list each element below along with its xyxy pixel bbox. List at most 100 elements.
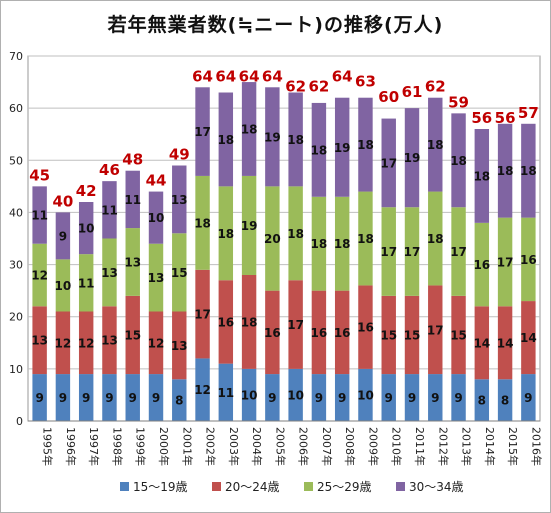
bar-segment bbox=[195, 175, 210, 270]
bar-value-label: 12 bbox=[194, 383, 211, 397]
bar-value-label: 18 bbox=[241, 315, 258, 329]
bar-segment bbox=[32, 186, 47, 244]
bar-total-label: 46 bbox=[99, 161, 120, 179]
bar-segment bbox=[55, 311, 71, 375]
bar-segment bbox=[497, 123, 513, 218]
bar-segment bbox=[497, 306, 513, 380]
bar-segment bbox=[311, 102, 327, 197]
bar-segment bbox=[428, 374, 443, 421]
bar-segment bbox=[474, 379, 490, 421]
bar-segment bbox=[195, 87, 210, 176]
bar-value-label: 8 bbox=[501, 394, 509, 408]
legend-swatch bbox=[212, 482, 221, 491]
bar-value-label: 9 bbox=[431, 391, 439, 405]
bar-segment bbox=[265, 374, 280, 421]
bar-value-label: 15 bbox=[380, 328, 397, 342]
bar-value-label: 14 bbox=[497, 336, 514, 350]
bar-segment bbox=[265, 87, 280, 187]
bar-value-label: 10 bbox=[148, 211, 165, 225]
bar-segment bbox=[172, 165, 187, 234]
bar-value-label: 13 bbox=[124, 255, 141, 269]
bar-segment bbox=[148, 311, 164, 375]
bar-value-label: 11 bbox=[31, 209, 48, 223]
bar-value-label: 17 bbox=[427, 323, 444, 337]
bar-segment bbox=[148, 243, 164, 312]
bar-value-label: 17 bbox=[404, 245, 421, 259]
bar-value-label: 11 bbox=[217, 386, 234, 400]
bar-segment bbox=[311, 374, 327, 421]
bar-value-label: 11 bbox=[101, 203, 118, 217]
bar-segment bbox=[474, 222, 490, 307]
x-tick-label: 2013年 bbox=[460, 427, 474, 466]
bar-value-label: 9 bbox=[454, 391, 462, 405]
bar-segment bbox=[218, 186, 234, 281]
bar-value-label: 9 bbox=[408, 391, 416, 405]
bar-segment bbox=[172, 311, 187, 380]
bar-segment bbox=[404, 108, 420, 208]
bar-segment bbox=[428, 191, 443, 286]
bar-value-label: 18 bbox=[311, 237, 328, 251]
x-tick-label: 2012年 bbox=[436, 427, 450, 466]
bar-value-label: 12 bbox=[78, 336, 95, 350]
bar-segment bbox=[521, 301, 536, 375]
bar-segment bbox=[358, 191, 373, 286]
bar-value-label: 12 bbox=[31, 269, 48, 283]
bar-segment bbox=[125, 228, 140, 296]
bar-value-label: 12 bbox=[55, 336, 72, 350]
bar-segment bbox=[288, 186, 303, 281]
bar-segment bbox=[78, 202, 94, 255]
bar-segment bbox=[334, 97, 350, 197]
bar-value-label: 20 bbox=[264, 232, 281, 246]
y-tick-label: 40 bbox=[9, 206, 23, 219]
bar-segment bbox=[381, 118, 396, 208]
bar-segment bbox=[428, 285, 443, 375]
bar-value-label: 18 bbox=[194, 216, 211, 230]
bar-segment bbox=[241, 175, 257, 275]
bar-segment bbox=[288, 368, 303, 421]
bar-value-label: 16 bbox=[473, 258, 490, 272]
x-tick-label: 1995年 bbox=[41, 427, 55, 466]
x-tick-label: 2007年 bbox=[320, 427, 334, 466]
bar-segment bbox=[125, 374, 140, 421]
bar-total-label: 63 bbox=[355, 73, 376, 91]
bar-value-label: 16 bbox=[311, 326, 328, 340]
bar-value-label: 16 bbox=[520, 253, 537, 267]
bar-total-label: 57 bbox=[518, 104, 539, 122]
bar-total-label: 61 bbox=[402, 83, 423, 101]
bar-value-label: 13 bbox=[171, 193, 188, 207]
bar-segment bbox=[288, 92, 303, 187]
bar-segment bbox=[334, 374, 350, 421]
bar-segment bbox=[32, 243, 47, 307]
bar-total-label: 64 bbox=[239, 67, 260, 85]
bar-total-label: 62 bbox=[308, 78, 329, 96]
legend-swatch bbox=[120, 482, 129, 491]
bar-total-label: 40 bbox=[52, 192, 73, 210]
bar-segment bbox=[265, 290, 280, 375]
bar-value-label: 10 bbox=[241, 388, 258, 402]
x-tick-label: 1999年 bbox=[134, 427, 148, 466]
y-tick-label: 50 bbox=[9, 154, 23, 167]
y-tick-label: 0 bbox=[16, 415, 23, 428]
bar-value-label: 13 bbox=[101, 334, 118, 348]
bar-segment bbox=[474, 129, 490, 223]
bar-value-label: 19 bbox=[334, 141, 351, 155]
bar-segment bbox=[381, 295, 396, 375]
bar-value-label: 15 bbox=[450, 328, 467, 342]
x-tick-label: 2011年 bbox=[413, 427, 427, 466]
bar-segment bbox=[451, 374, 466, 421]
bar-value-label: 16 bbox=[334, 326, 351, 340]
bar-value-label: 17 bbox=[194, 125, 211, 139]
bar-value-label: 17 bbox=[497, 255, 514, 269]
bar-value-label: 15 bbox=[404, 328, 421, 342]
bar-value-label: 17 bbox=[450, 245, 467, 259]
bar-segment bbox=[521, 374, 536, 421]
bar-segment bbox=[497, 379, 513, 421]
bar-segment bbox=[102, 306, 117, 375]
bar-segment bbox=[125, 295, 140, 375]
bar-total-label: 59 bbox=[448, 93, 469, 111]
bar-value-label: 18 bbox=[497, 164, 514, 178]
bar-segment bbox=[311, 196, 327, 291]
legend-label: 25～29歳 bbox=[317, 480, 372, 494]
bar-total-label: 62 bbox=[285, 78, 306, 96]
bar-value-label: 18 bbox=[473, 169, 490, 183]
